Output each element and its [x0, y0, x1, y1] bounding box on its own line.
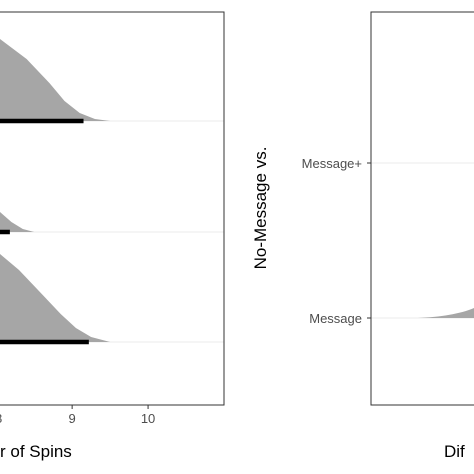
x-axis-title: r of Spins — [0, 442, 72, 461]
density-area — [418, 308, 474, 318]
right-panel-border — [370, 11, 474, 406]
x-tick-label: 10 — [141, 411, 155, 426]
x-tick-label: 9 — [69, 411, 76, 426]
y-tick-label: Message — [309, 311, 362, 326]
density-area — [0, 254, 111, 342]
x-axis-title: Dif — [444, 442, 465, 461]
density-area — [0, 39, 111, 121]
y-tick-label: Message+ — [302, 156, 362, 171]
density-area — [0, 212, 35, 232]
left-panel: 9 10 8 r of Spins — [0, 11, 225, 461]
right-panel: Message+ Message No-Message vs. Dif — [251, 11, 474, 461]
x-tick-label-partial: 8 — [0, 411, 2, 426]
y-axis-title: No-Message vs. — [251, 147, 270, 270]
left-panel-border — [0, 11, 225, 406]
